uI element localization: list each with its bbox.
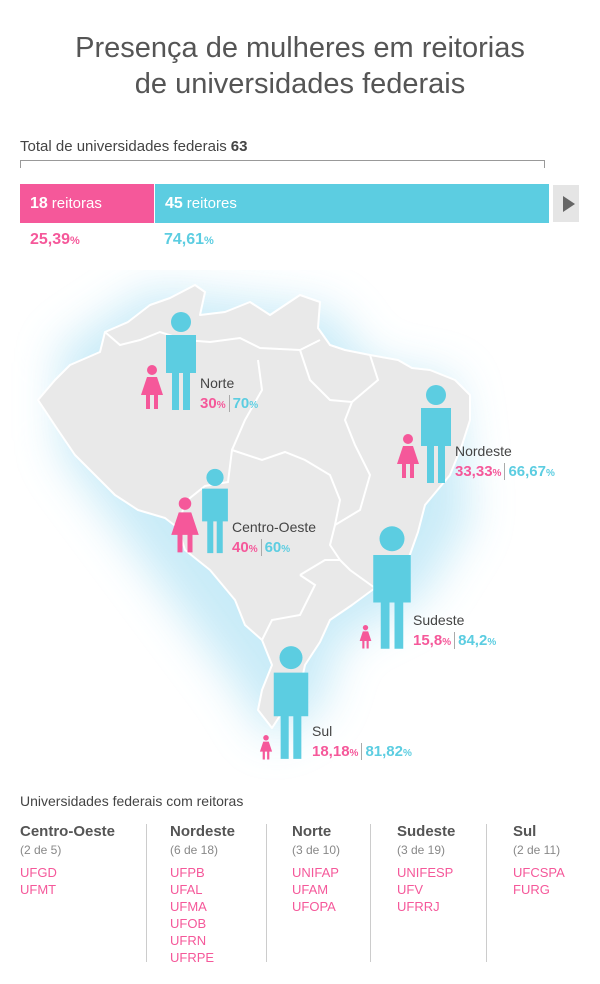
sul-women-pct: 18,18 xyxy=(312,743,350,760)
column-divider xyxy=(370,824,371,962)
men-pct-value: 74,61 xyxy=(164,231,205,248)
man-icon xyxy=(166,312,196,410)
column-count: (3 de 10) xyxy=(292,843,341,857)
total-bracket xyxy=(20,160,545,168)
centro-oeste-men-pct: 60 xyxy=(264,539,282,556)
list-item: UFOPA xyxy=(292,899,336,914)
men-percentage: 74,61% xyxy=(164,231,214,249)
list-item: UFCSPA xyxy=(513,865,565,880)
region-borders xyxy=(104,330,380,641)
column-divider xyxy=(146,824,147,962)
column-name: Centro-Oeste xyxy=(20,823,116,840)
woman-icon xyxy=(171,497,199,553)
total-value: 63 xyxy=(230,138,248,155)
list-item: UFOB xyxy=(170,916,207,931)
list-heading: Universidades federais com reitoras xyxy=(20,793,244,809)
list-item: UNIFESP xyxy=(397,865,454,880)
column-name: Sudeste xyxy=(397,823,456,840)
region-label-sudeste: Sudeste xyxy=(413,612,465,628)
list-item: FURG xyxy=(513,882,550,897)
region-pcts-sudeste: 15,8% 84,2% xyxy=(413,632,497,649)
list-item: UFAM xyxy=(292,882,329,897)
woman-icon xyxy=(141,365,163,409)
list-column-centro-oeste: Centro-Oeste (2 de 5) UFGD UFMT xyxy=(20,822,115,898)
woman-icon xyxy=(397,434,419,478)
woman-icon xyxy=(259,735,273,760)
column-count: (3 de 19) xyxy=(397,843,446,857)
woman-icon xyxy=(359,625,372,649)
man-icon xyxy=(373,526,411,649)
men-bar: 45 reitores xyxy=(155,184,549,223)
list-item: UFGD xyxy=(20,865,57,880)
column-name: Nordeste xyxy=(170,823,236,840)
total-universities: Total de universidades federais 63 xyxy=(20,138,247,155)
region-label-sul: Sul xyxy=(312,723,333,739)
list-item: UFRRJ xyxy=(397,899,440,914)
sudeste-men-pct: 84,2 xyxy=(458,632,488,649)
list-item: UFRPE xyxy=(170,950,215,965)
pct-unit: % xyxy=(492,468,502,479)
region-pcts-nordeste: 33,33% 66,67% xyxy=(455,463,555,480)
column-count: (2 de 5) xyxy=(20,843,62,857)
women-bar: 18 reitoras xyxy=(20,184,154,223)
column-count: (6 de 18) xyxy=(170,843,219,857)
man-icon xyxy=(202,468,228,554)
title-line-2: de universidades federais xyxy=(134,68,466,100)
centro-oeste-women-pct: 40 xyxy=(232,539,249,556)
men-label: reitores xyxy=(186,195,237,212)
list-item: UFAL xyxy=(170,882,203,897)
pct-unit: % xyxy=(487,637,497,648)
sul-men-pct: 81,82 xyxy=(365,743,403,760)
list-column-sudeste: Sudeste (3 de 19) UNIFESP UFV UFRRJ xyxy=(397,822,455,915)
column-name: Norte xyxy=(292,823,332,840)
pct-unit: % xyxy=(403,748,412,759)
list-item: UNIFAP xyxy=(292,865,339,880)
nordeste-men-pct: 66,67 xyxy=(508,463,546,480)
men-count: 45 xyxy=(165,195,183,212)
column-divider xyxy=(486,824,487,962)
list-item: UFPB xyxy=(170,865,205,880)
norte-women-pct: 30 xyxy=(200,395,217,412)
pct-unit: % xyxy=(281,544,291,555)
list-column-nordeste: Nordeste (6 de 18) UFPB UFAL UFMA UFOB U… xyxy=(170,822,235,966)
region-pcts-sul: 18,18% 81,82% xyxy=(312,743,412,760)
region-label-norte: Norte xyxy=(200,375,235,391)
women-pct-unit: % xyxy=(70,235,80,247)
column-count: (2 de 11) xyxy=(513,843,561,857)
women-bar-label: 18 reitoras xyxy=(20,184,102,223)
list-column-sul: Sul (2 de 11) UFCSPA FURG xyxy=(513,822,565,898)
pct-unit: % xyxy=(248,544,258,555)
women-pct-value: 25,39 xyxy=(30,231,71,248)
list-item: UFRN xyxy=(170,933,207,948)
pct-unit: % xyxy=(442,637,452,648)
column-divider xyxy=(266,824,267,962)
pct-unit: % xyxy=(249,400,259,411)
list-column-norte: Norte (3 de 10) UNIFAP UFAM UFOPA xyxy=(292,822,340,915)
region-label-nordeste: Nordeste xyxy=(455,443,512,459)
women-percentage: 25,39% xyxy=(30,231,80,249)
man-icon xyxy=(421,385,451,483)
pct-unit: % xyxy=(349,748,359,759)
nordeste-women-pct: 33,33 xyxy=(455,463,493,480)
pct-unit: % xyxy=(216,400,226,411)
arrow-icon xyxy=(553,185,579,222)
list-item: UFMA xyxy=(170,899,207,914)
pct-unit: % xyxy=(546,468,555,479)
women-count: 18 xyxy=(30,195,48,212)
title-line-1: Presença de mulheres em reitorias xyxy=(75,32,525,64)
women-label: reitoras xyxy=(51,195,102,212)
list-item: UFMT xyxy=(20,882,57,897)
chart-title: Presença de mulheres em reitorias de uni… xyxy=(0,30,600,102)
region-pcts-centro-oeste: 40% 60% xyxy=(232,539,291,556)
total-label: Total de universidades federais xyxy=(20,138,227,155)
column-name: Sul xyxy=(513,823,537,840)
sudeste-women-pct: 15,8 xyxy=(413,632,443,649)
norte-men-pct: 70 xyxy=(232,395,250,412)
list-item: UFV xyxy=(397,882,423,897)
region-pcts-norte: 30% 70% xyxy=(200,395,259,412)
men-pct-unit: % xyxy=(204,235,214,247)
man-icon xyxy=(273,646,309,759)
region-label-centro-oeste: Centro-Oeste xyxy=(232,519,317,535)
men-bar-label: 45 reitores xyxy=(155,184,237,223)
